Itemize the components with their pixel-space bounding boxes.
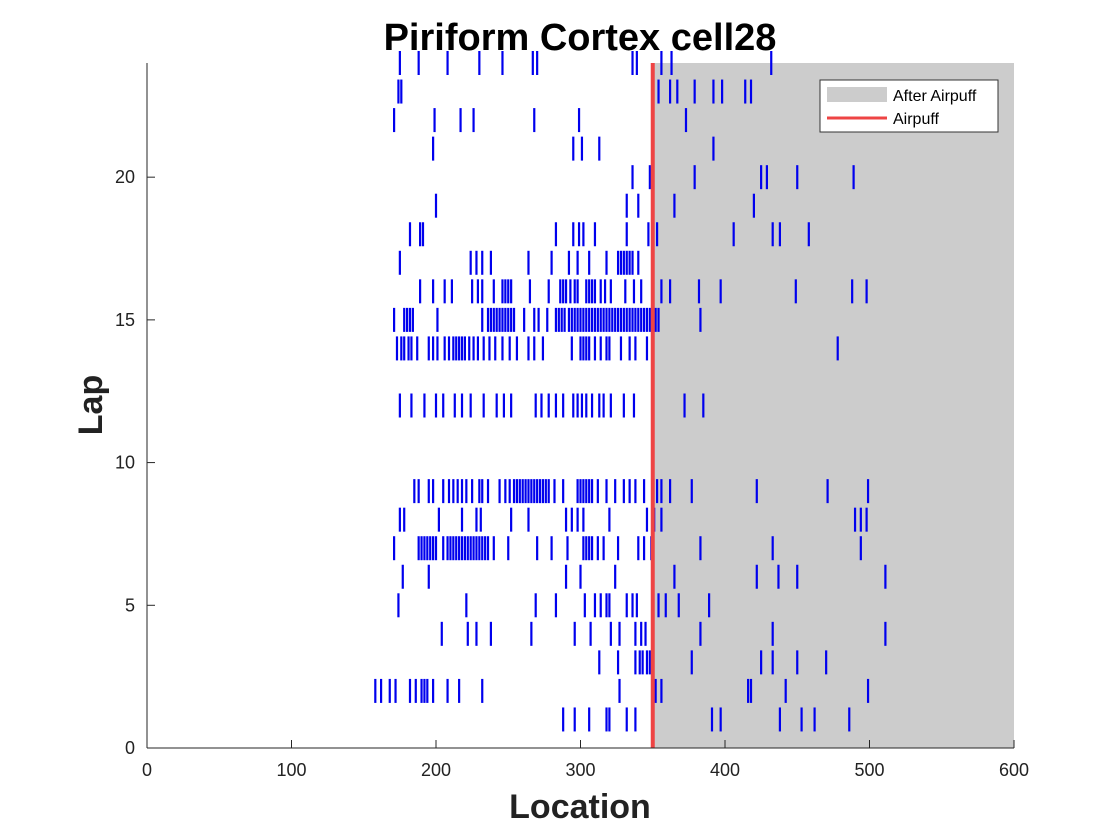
x-tick-label: 300: [565, 760, 595, 780]
y-tick-label: 20: [115, 167, 135, 187]
spike-raster: [374, 51, 887, 732]
x-tick-label: 100: [276, 760, 306, 780]
legend-label-after-airpuff: After Airpuff: [893, 88, 977, 105]
legend: After Airpuff Airpuff: [819, 79, 999, 133]
x-tick-label: 600: [999, 760, 1029, 780]
y-tick-label: 0: [125, 738, 135, 758]
x-tick-label: 400: [710, 760, 740, 780]
y-tick-label: 15: [115, 310, 135, 330]
axes: 0 100 200 300 400 500 600 0 5 10 15 20: [115, 63, 1029, 780]
x-tick-label: 0: [142, 760, 152, 780]
y-tick-label: 5: [125, 595, 135, 615]
plot-area: 0 100 200 300 400 500 600 0 5 10 15 20: [115, 51, 1029, 780]
y-axis-label: Lap: [72, 375, 110, 435]
chart-title: Piriform Cortex cell28: [384, 17, 777, 59]
x-tick-label: 500: [854, 760, 884, 780]
y-tick-label: 10: [115, 453, 135, 473]
x-tick-label: 200: [421, 760, 451, 780]
legend-swatch-after-airpuff: [827, 87, 887, 102]
x-axis-label: Location: [509, 788, 651, 826]
shaded-region-after-airpuff: [652, 63, 1014, 748]
legend-label-airpuff: Airpuff: [893, 111, 940, 128]
